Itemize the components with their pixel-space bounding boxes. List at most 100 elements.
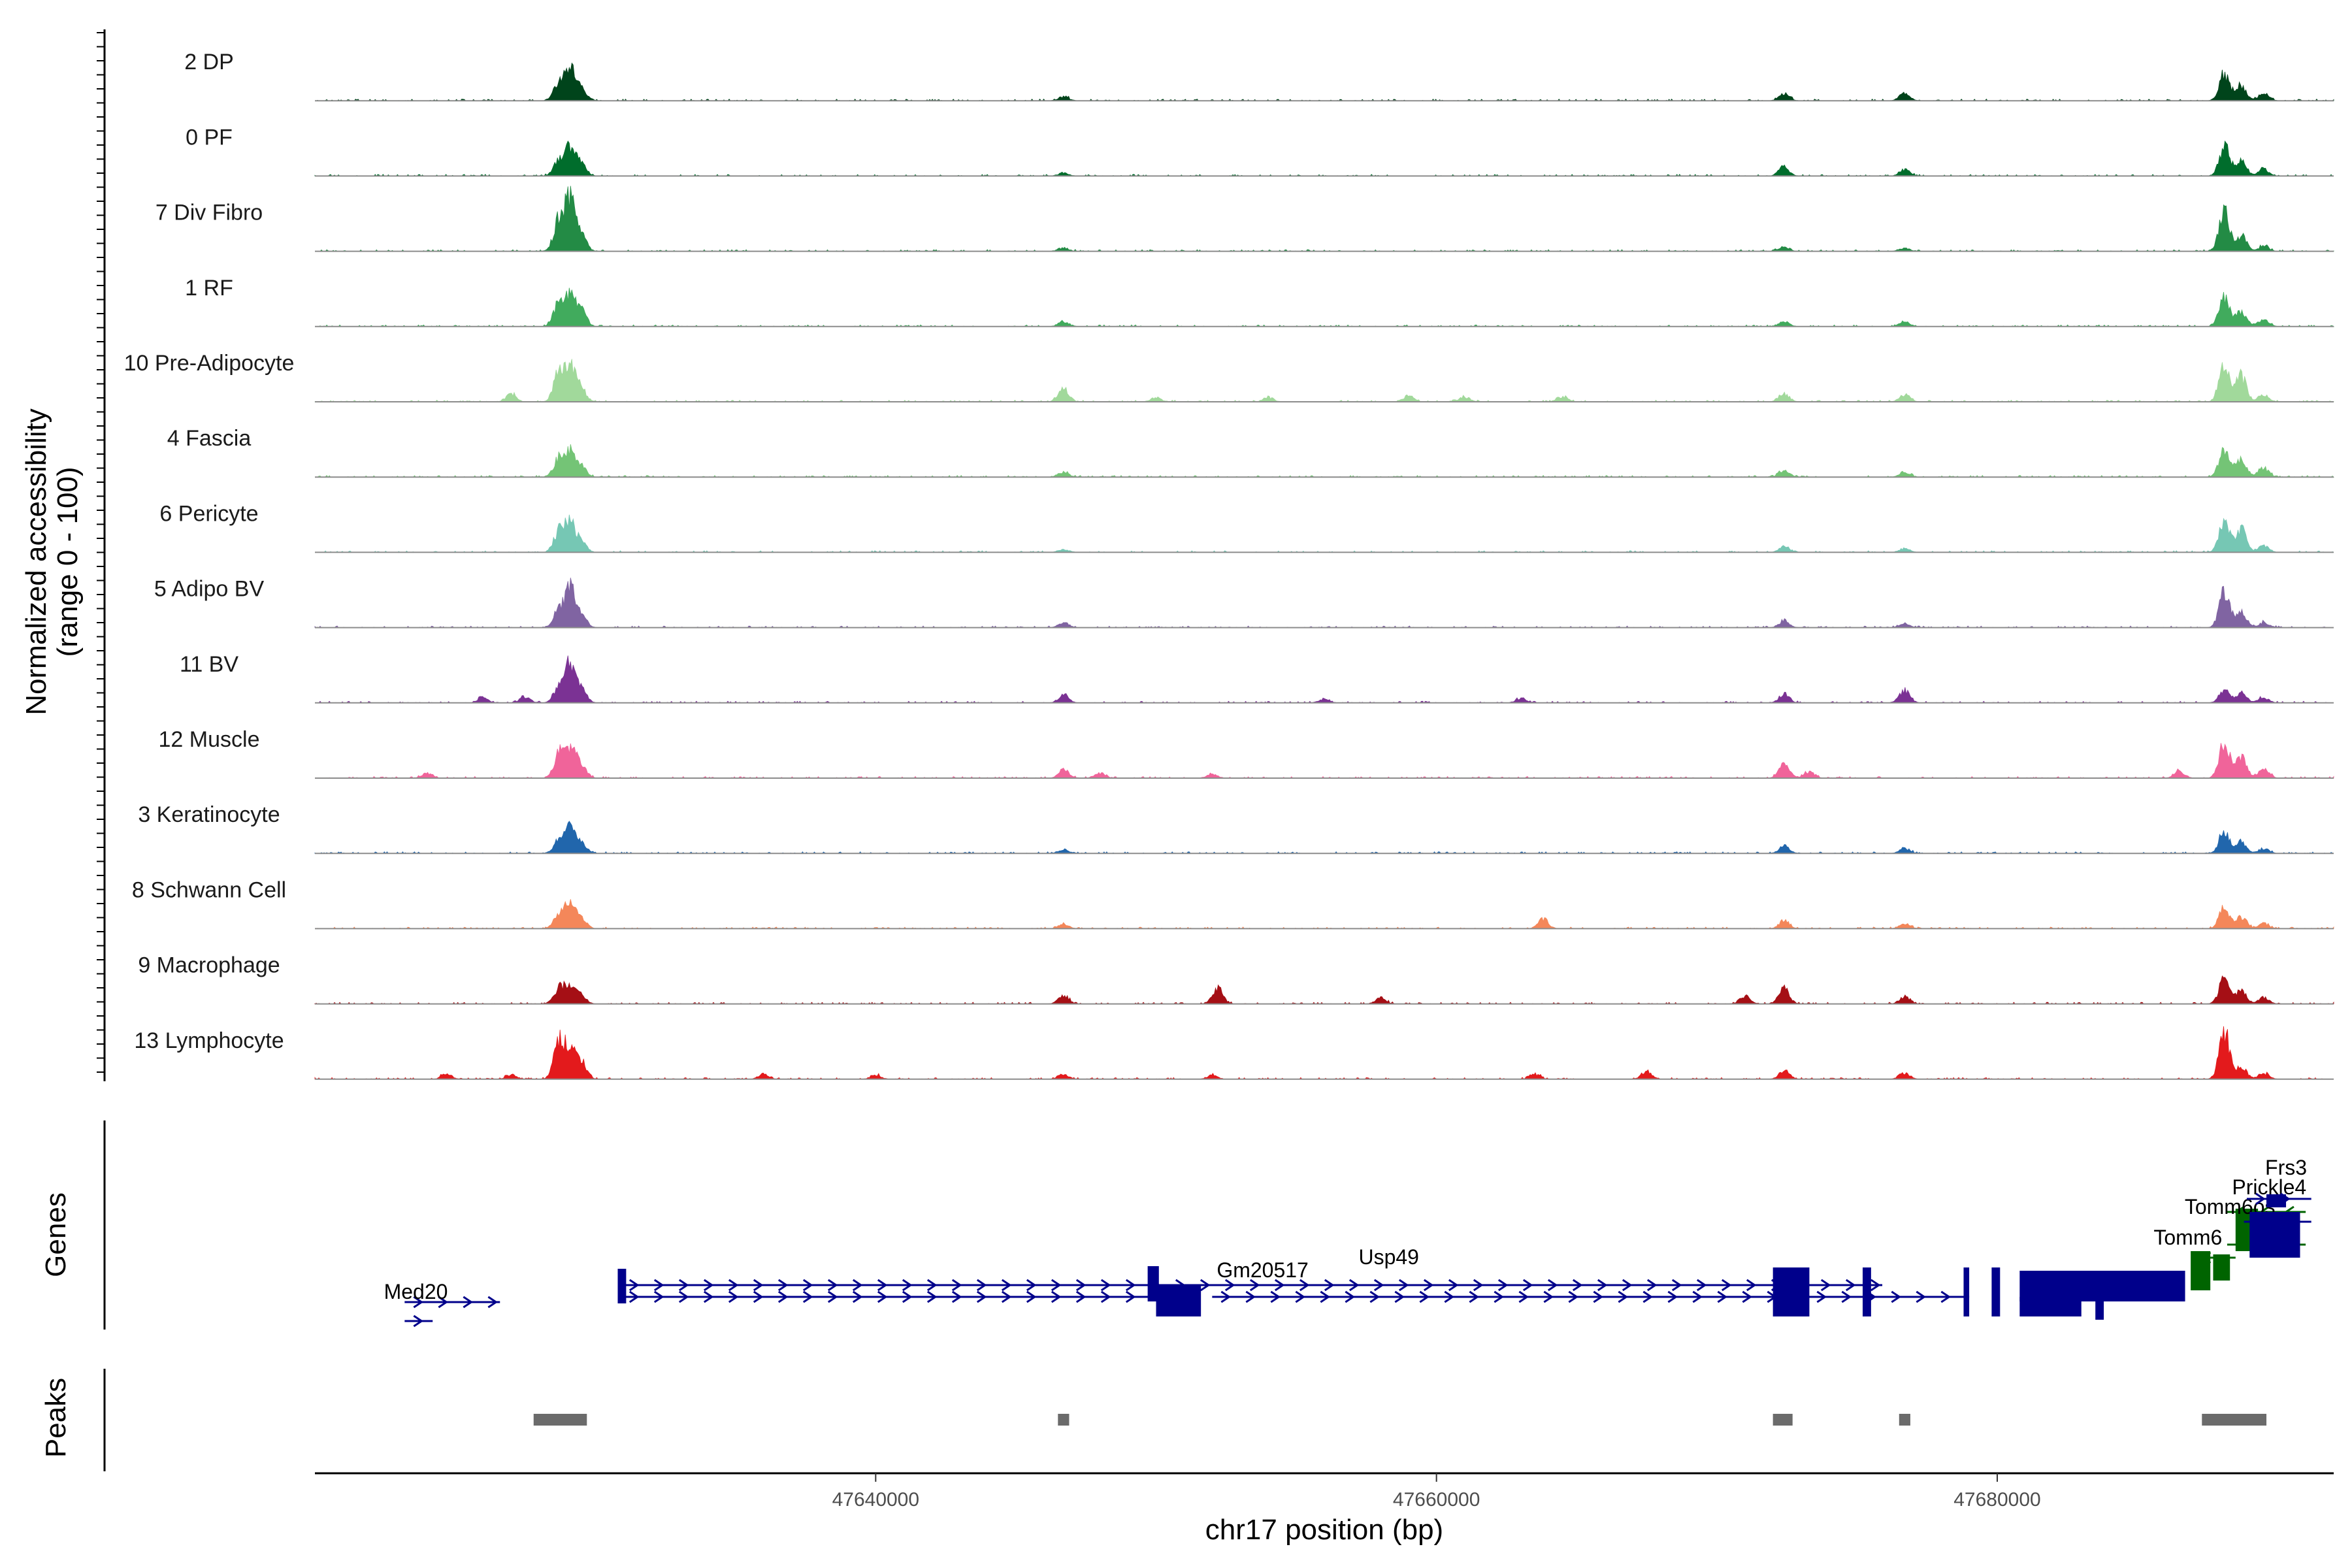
gene-gm20517-exon [2019,1271,2185,1301]
gene-usp49-strand-arrow [1646,1279,1658,1292]
gene-gm20517-strand-arrow [1568,1290,1579,1303]
gene-med20-strand-arrow [413,1296,424,1309]
x-axis-ticks: 47640000 47660000 47680000 [832,1473,2041,1511]
track: 9 Macrophage [138,953,2334,1005]
gene-gm20517-strand-arrow [1816,1290,1827,1303]
coverage-area [315,655,2334,704]
gene-usp49-strand-arrow [1423,1279,1434,1292]
gene-frs3-strand-arrow [2255,1192,2266,1205]
track: 8 Schwann Cell [132,877,2334,930]
track: 7 Div Fibro [155,186,2334,252]
gene-usp49-strand-arrow [902,1279,913,1292]
gene-usp49-strand-arrow [1870,1279,1881,1292]
track-label: 6 Pericyte [159,501,258,526]
gene-gm20517-strand-arrow [1494,1290,1505,1303]
gene-usp49-strand-arrow [1746,1279,1757,1292]
peak-region [1058,1414,1070,1426]
gene-usp49-strand-arrow [1671,1279,1682,1292]
gene-usp49-strand-arrow [926,1279,938,1292]
gene-usp49-strand-arrow [1522,1279,1533,1292]
gene-usp49-strand-arrow [678,1279,689,1292]
gene-gm20517-label: Gm20517 [1217,1258,1309,1282]
gene-usp49-strand-arrow [1324,1279,1335,1292]
track-label: 5 Adipo BV [154,577,265,602]
gene-usp49-strand-arrow [1026,1290,1037,1303]
coverage-area [314,578,2334,629]
gene-gm20517-strand-arrow [1220,1290,1232,1303]
track-label: 1 RF [185,276,233,301]
track: 11 BV [180,652,2334,704]
y-axis-title: Normalized accessibility (range 0 - 100) [20,408,84,715]
gene-usp49-strand-arrow [827,1279,838,1292]
gene-gm20517-exon [1156,1286,1201,1316]
track-label: 3 Keratinocyte [138,802,280,827]
coverage-area [315,444,2335,478]
gene-usp49-strand-arrow [1274,1279,1285,1292]
genes-panel-label: Genes [40,1192,72,1277]
gene-usp49-strand-arrow [753,1279,764,1292]
gene-usp49-strand-arrow [653,1290,664,1303]
gene-usp49-strand-arrow [1497,1279,1509,1292]
gene-gm20517-strand-arrow [1692,1290,1703,1303]
gene-tomm6-strand-arrow [2200,1251,2212,1264]
gene-usp49-exon [1991,1267,2001,1316]
gene-usp49-strand-arrow [1100,1290,1111,1303]
gene-gm20517-strand-arrow [1791,1290,1803,1303]
gene-usp49-strand-arrow [1051,1279,1062,1292]
x-axis-title: chr17 position (bp) [1205,1514,1443,1546]
gene-usp49-strand-arrow [1001,1279,1012,1292]
track-label: 12 Muscle [159,727,260,752]
gene-usp49-strand-arrow [1373,1279,1384,1292]
gene-usp49-strand-arrow [951,1279,962,1292]
gene-gm20517-strand-arrow [1891,1290,1902,1303]
y-axis-title-line-2: (range 0 - 100) [52,466,84,657]
coverage-area [314,1026,2334,1080]
coverage-area [315,899,2334,930]
gene-med20-strand-arrow [487,1296,498,1309]
gene-gm20517-strand-arrow [1667,1290,1678,1303]
track-label: 11 BV [180,652,238,677]
gene-usp49-strand-arrow [1249,1279,1260,1292]
gene-usp49-strand-arrow [1125,1290,1136,1303]
gene-frs3-exon [2266,1194,2287,1207]
track-label: 10 Pre-Adipocyte [124,351,295,376]
gene-usp49-strand-arrow [653,1279,664,1292]
gene-med20-label: Med20 [384,1280,448,1303]
gene-gm20517-exon [2095,1297,2104,1320]
gene-track: Med20Usp49Gm20517Tomm6Tomm6osPrickle4Frs… [384,1156,2311,1328]
gene-gm20517-strand-arrow [1618,1290,1629,1303]
coverage-area [315,62,2334,101]
gene-usp49-strand-arrow [1001,1290,1012,1303]
gene-usp49-strand-arrow [852,1279,863,1292]
x-tick-label: 47680000 [1953,1489,2040,1511]
gene-gm20517-strand-arrow [1940,1290,1952,1303]
gene-usp49-strand-arrow [1448,1279,1459,1292]
gene-gm20517-strand-arrow [1444,1290,1455,1303]
track-label: 13 Lymphocyte [134,1028,284,1053]
gene-usp49-strand-arrow [678,1290,689,1303]
peak-region [1899,1414,1910,1426]
gene-usp49-strand-arrow [1845,1279,1856,1292]
gene-usp49-strand-arrow [777,1279,789,1292]
track: 3 Keratinocyte [138,802,2334,855]
gene-gm20517-strand-arrow [1518,1290,1529,1303]
gene-usp49-strand-arrow [827,1290,838,1303]
coverage-area [315,514,2334,553]
peak-region [2202,1414,2266,1426]
gene-gm20517-strand-arrow [1345,1290,1356,1303]
gene-med20-strand-arrow [438,1296,449,1309]
track-label: 2 DP [184,50,234,74]
peak-region [1772,1414,1793,1426]
gene-usp49-label: Usp49 [1358,1245,1419,1269]
gene-gm20517-strand-arrow [1419,1290,1430,1303]
gene-gm20517-strand-arrow [1245,1290,1256,1303]
gene-usp49-strand-arrow [951,1290,962,1303]
track: 13 Lymphocyte [134,1026,2334,1080]
track: 2 DP [184,50,2334,102]
track-label: 0 PF [186,125,233,150]
gene-usp49-strand-arrow [1200,1279,1211,1292]
gene-gm20517-strand-arrow [1394,1290,1405,1303]
gene-usp49-exon [617,1269,627,1303]
coverage-area [315,743,2334,779]
